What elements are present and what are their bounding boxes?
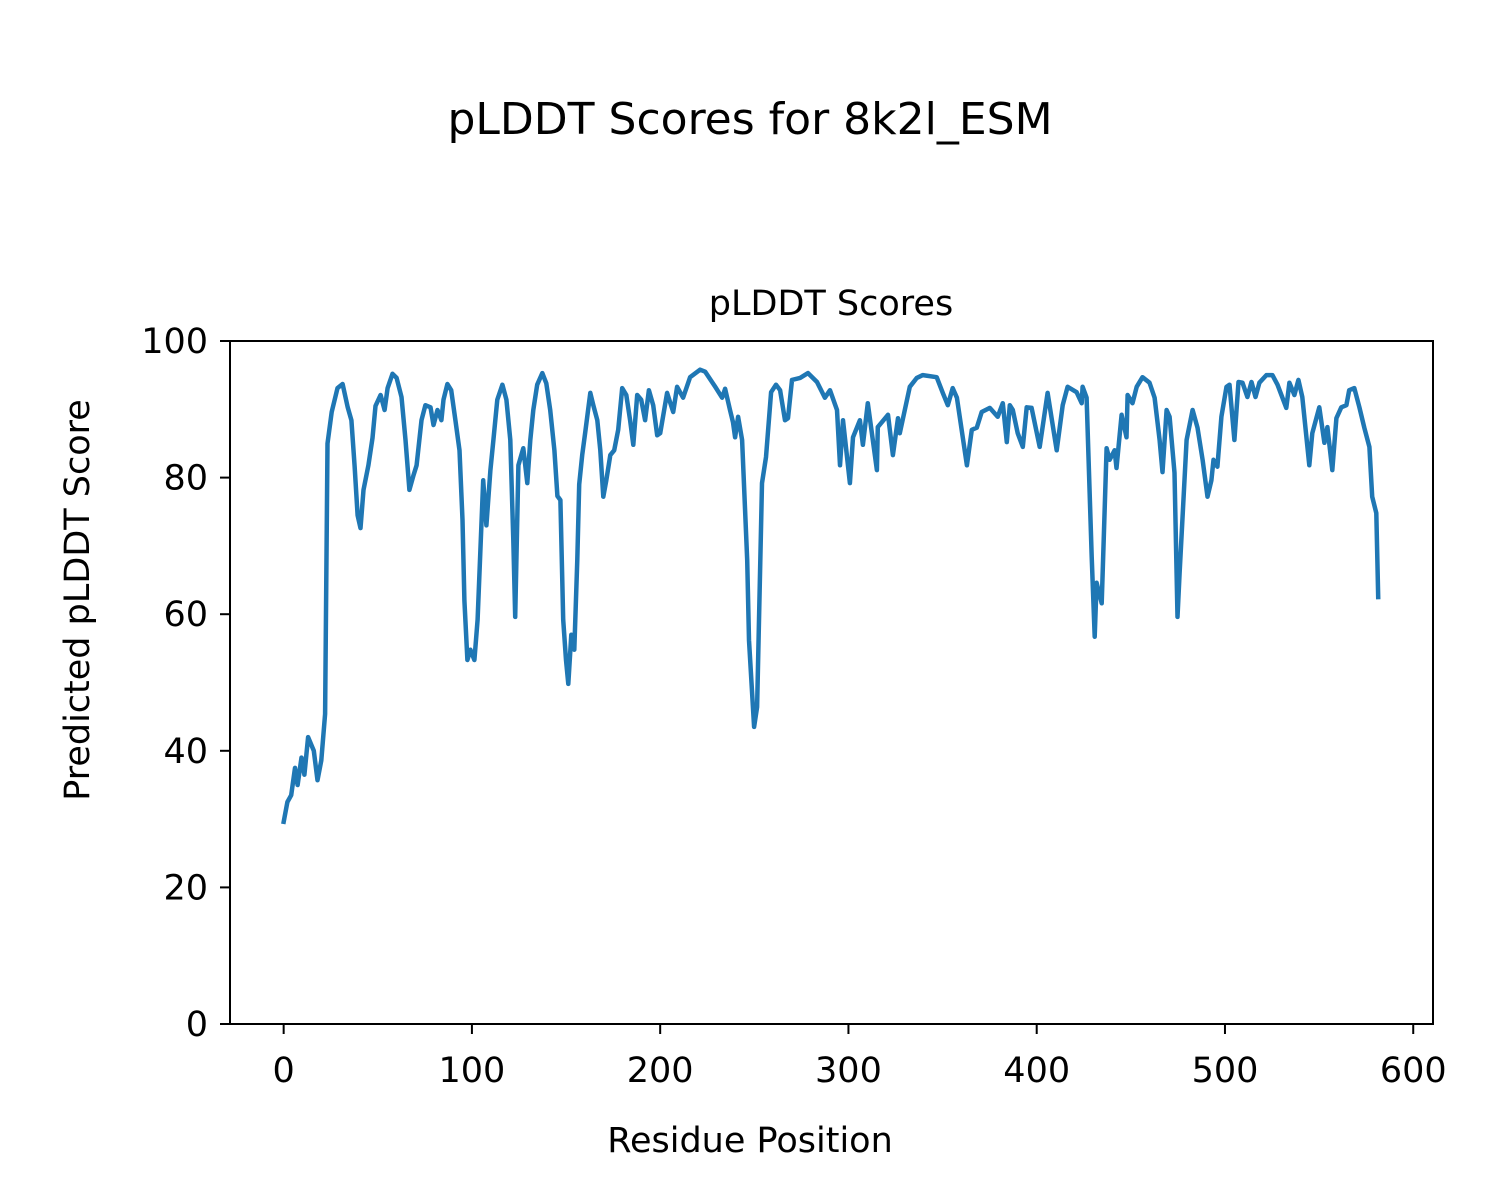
series-line-plddt	[281, 367, 1381, 825]
y-tick-label: 40	[163, 732, 208, 772]
plot-frame	[229, 340, 1434, 1025]
figure-title: pLDDT Scores for 8k2l_ESM	[447, 94, 1052, 145]
y-tick-label: 0	[186, 1005, 208, 1045]
chart-title: pLDDT Scores	[709, 284, 953, 324]
x-tick-label: 100	[439, 1051, 506, 1091]
y-tick-label: 60	[163, 595, 208, 635]
x-tick-label: 400	[1003, 1051, 1070, 1091]
x-tick-label: 0	[273, 1051, 295, 1091]
x-axis-ticks: 0 100 200 300 400 500 600	[273, 1024, 1447, 1091]
y-tick-label: 80	[163, 459, 208, 499]
y-tick-label: 100	[141, 322, 208, 362]
x-tick-label: 500	[1192, 1051, 1259, 1091]
x-tick-label: 200	[627, 1051, 694, 1091]
x-tick-label: 600	[1380, 1051, 1447, 1091]
x-tick-label: 300	[815, 1051, 882, 1091]
y-axis-ticks: 0 20 40 60 80 100	[141, 322, 230, 1045]
x-axis-label: Residue Position	[607, 1121, 893, 1161]
y-axis-label: Predicted pLDDT Score	[58, 399, 98, 801]
y-tick-label: 20	[163, 868, 208, 908]
